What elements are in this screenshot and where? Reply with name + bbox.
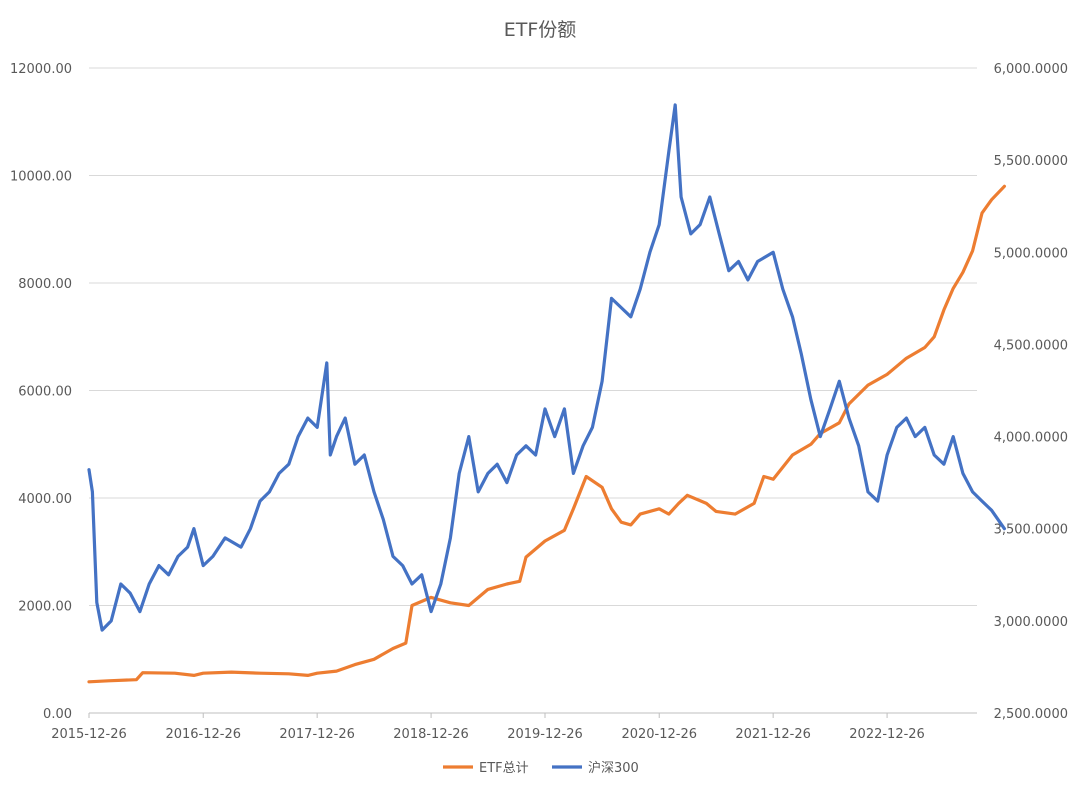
left-tick-label: 2000.00 (18, 600, 72, 615)
left-tick-label: 0.00 (43, 707, 72, 722)
x-tick-label: 2019-12-26 (507, 727, 583, 742)
x-tick-label: 2015-12-26 (51, 727, 127, 742)
right-tick-label: 2,500.0000 (994, 707, 1068, 722)
right-tick-label: 6,000.0000 (994, 62, 1068, 77)
legend: ETF总计 沪深300 (443, 760, 639, 776)
left-tick-label: 8000.00 (18, 277, 72, 292)
series-lines (87, 103, 1006, 684)
x-tick-label: 2022-12-26 (849, 727, 925, 742)
left-tick-label: 6000.00 (18, 385, 72, 400)
series-line-hs300 (87, 103, 1006, 632)
right-tick-label: 4,500.0000 (994, 338, 1068, 353)
right-tick-label: 5,000.0000 (994, 246, 1068, 261)
x-tick-label: 2018-12-26 (393, 727, 469, 742)
left-tick-label: 10000.00 (10, 170, 72, 185)
right-tick-label: 3,000.0000 (994, 615, 1068, 630)
chart-title: ETF份额 (504, 19, 577, 41)
left-tick-label: 4000.00 (18, 492, 72, 507)
legend-label: ETF总计 (479, 761, 529, 776)
series-line-etf-total (87, 184, 1006, 684)
right-axis-ticks: 2,500.0000 3,000.0000 3,500.0000 4,000.0000… (994, 62, 1068, 722)
right-tick-label: 3,500.0000 (994, 523, 1068, 538)
legend-label: 沪深300 (588, 760, 639, 776)
left-axis-ticks: 0.00 2000.00 4000.00 6000.00 8000.00 10000.00… (10, 62, 72, 722)
x-tick-label: 2020-12-26 (621, 727, 697, 742)
right-tick-label: 4,000.0000 (994, 431, 1068, 446)
x-tick-label: 2017-12-26 (279, 727, 355, 742)
gridlines (89, 67, 977, 714)
x-tick-label: 2021-12-26 (735, 727, 811, 742)
x-axis-ticks: 2015-12-26 2016-12-26 2017-12-26 2018-12-26… (51, 713, 925, 742)
right-tick-label: 5,500.0000 (994, 154, 1068, 169)
x-tick-label: 2016-12-26 (165, 727, 241, 742)
left-tick-label: 12000.00 (10, 62, 72, 77)
